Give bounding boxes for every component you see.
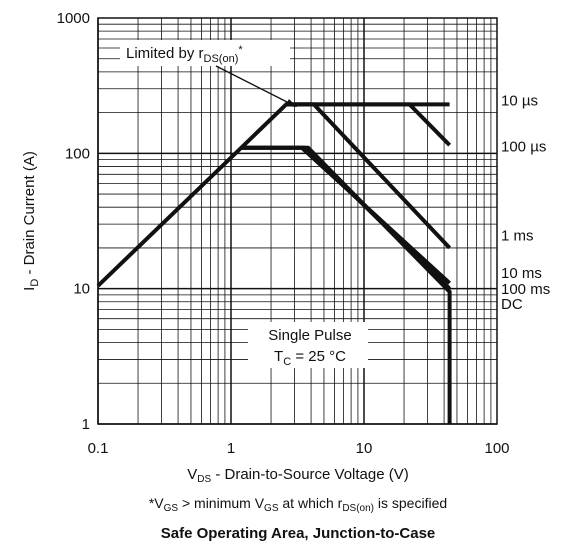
chart-title: Safe Operating Area, Junction-to-Case [160, 525, 436, 542]
series-label-box [499, 295, 563, 312]
limited-label-box [120, 40, 290, 66]
x-tick-label: 0.1 [88, 440, 109, 457]
single-pulse-label: Single Pulse [268, 327, 351, 344]
x-tick-label: 1 [227, 440, 235, 457]
y-tick-label: 10 [73, 281, 90, 298]
series-label: 1 ms [501, 228, 534, 245]
series-label-box [499, 227, 563, 244]
y-axis-label: ID - Drain Current (A) [21, 151, 41, 291]
plot-frame [97, 17, 498, 425]
series-label-box [499, 264, 563, 281]
series-lines [96, 102, 452, 424]
annotations: Limited by rDS(on)* Single Pulse TC = 25… [120, 40, 368, 368]
series-label: 100 µs [501, 138, 546, 155]
series-label: 100 ms [501, 281, 550, 298]
x-axis-label: VDS - Drain-to-Source Voltage (V) [187, 466, 409, 485]
single-pulse-box [248, 322, 368, 368]
series-label-box [499, 92, 563, 109]
footnote: *VGS > minimum VGS at which rDS(on) is s… [148, 495, 448, 514]
x-tick-label: 10 [356, 440, 373, 457]
series-line-100-s [286, 102, 452, 147]
series-label-box [499, 280, 563, 297]
series-line-dc [241, 145, 452, 424]
tick-labels: 0.1 1 10 100 1 10 100 1000 [57, 10, 510, 457]
series-label: 10 µs [501, 92, 538, 109]
x-tick-label: 100 [484, 440, 509, 457]
limited-label: Limited by rDS(on)* [126, 44, 243, 65]
series-label: DC [501, 296, 523, 313]
y-tick-label: 1000 [57, 10, 90, 27]
series-line-1-ms [286, 102, 452, 250]
tc-label: TC = 25 °C [274, 348, 346, 368]
series-label: 10 ms [501, 265, 542, 282]
y-tick-label: 1 [82, 416, 90, 433]
limited-arrow [215, 65, 292, 105]
y-tick-label: 100 [65, 145, 90, 162]
series-label-box [499, 138, 563, 155]
